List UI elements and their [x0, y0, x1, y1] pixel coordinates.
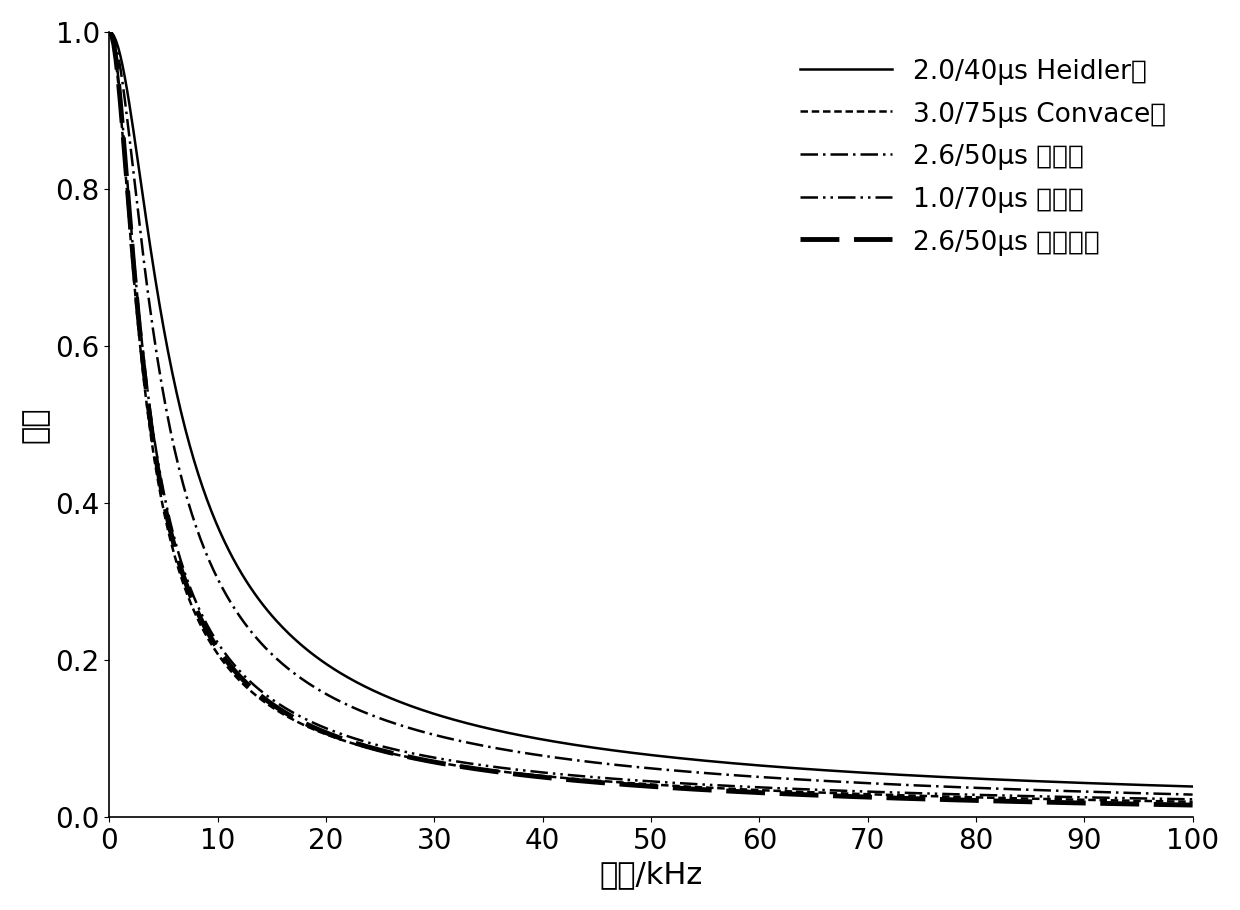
2.6/50μs 双指数波	[999, 795, 1014, 806]
2.0/40μs Heidler波	[800, 763, 815, 774]
3.0/75μs Convace波	[1185, 796, 1200, 807]
2.6/50μs 斜角波	[417, 726, 432, 737]
Line: 3.0/75μs Convace波: 3.0/75μs Convace波	[109, 32, 1193, 802]
2.6/50μs 双指数波	[417, 754, 432, 765]
2.0/40μs Heidler波	[999, 774, 1014, 785]
2.6/50μs 双指数波	[496, 767, 511, 778]
1.0/70μs 斜角波	[1185, 794, 1200, 804]
1.0/70μs 斜角波	[800, 784, 815, 794]
2.6/50μs 双指数波	[812, 790, 827, 801]
Line: 2.0/40μs Heidler波: 2.0/40μs Heidler波	[109, 32, 1193, 786]
2.0/40μs Heidler波	[371, 687, 386, 698]
1.0/70μs 斜角波	[102, 26, 117, 37]
2.6/50μs 斜角波	[371, 713, 386, 723]
2.6/50μs 斜角波	[102, 26, 117, 37]
Line: 2.6/50μs 斜角波: 2.6/50μs 斜角波	[109, 32, 1193, 794]
2.6/50μs 双指数波	[102, 26, 117, 37]
3.0/75μs Convace波	[812, 787, 827, 798]
1.0/70μs 斜角波	[812, 784, 827, 795]
2.0/40μs Heidler波	[496, 726, 511, 737]
2.6/50μs 斜角波	[496, 744, 511, 755]
2.6/50μs 斜角波	[812, 775, 827, 786]
2.0/40μs Heidler波	[102, 26, 117, 37]
3.0/75μs Convace波	[999, 793, 1014, 804]
2.6/50μs 斜角波	[800, 774, 815, 785]
Line: 1.0/70μs 斜角波: 1.0/70μs 斜角波	[109, 32, 1193, 799]
3.0/75μs Convace波	[800, 786, 815, 797]
Y-axis label: 振幅: 振幅	[21, 406, 50, 442]
3.0/75μs Convace波	[496, 766, 511, 777]
2.6/50μs 双指数波	[800, 789, 815, 800]
3.0/75μs Convace波	[417, 754, 432, 765]
2.0/40μs Heidler波	[812, 764, 827, 775]
X-axis label: 频率/kHz: 频率/kHz	[599, 860, 703, 889]
2.6/50μs 斜角波	[999, 784, 1014, 794]
2.6/50μs 双指数波	[371, 744, 386, 755]
2.0/40μs Heidler波	[417, 705, 432, 716]
Line: 2.6/50μs 双指数波: 2.6/50μs 双指数波	[109, 32, 1193, 805]
2.0/40μs Heidler波	[1185, 781, 1200, 792]
Legend: 2.0/40μs Heidler波, 3.0/75μs Convace波, 2.6/50μs 斜角波, 1.0/70μs 斜角波, 2.6/50μs 双指数波: 2.0/40μs Heidler波, 3.0/75μs Convace波, 2.…	[786, 45, 1179, 269]
3.0/75μs Convace波	[371, 745, 386, 756]
1.0/70μs 斜角波	[999, 790, 1014, 801]
2.6/50μs 双指数波	[1185, 800, 1200, 811]
2.6/50μs 斜角波	[1185, 789, 1200, 800]
1.0/70μs 斜角波	[417, 750, 432, 761]
1.0/70μs 斜角波	[496, 763, 511, 773]
3.0/75μs Convace波	[102, 26, 117, 37]
1.0/70μs 斜角波	[371, 740, 386, 751]
